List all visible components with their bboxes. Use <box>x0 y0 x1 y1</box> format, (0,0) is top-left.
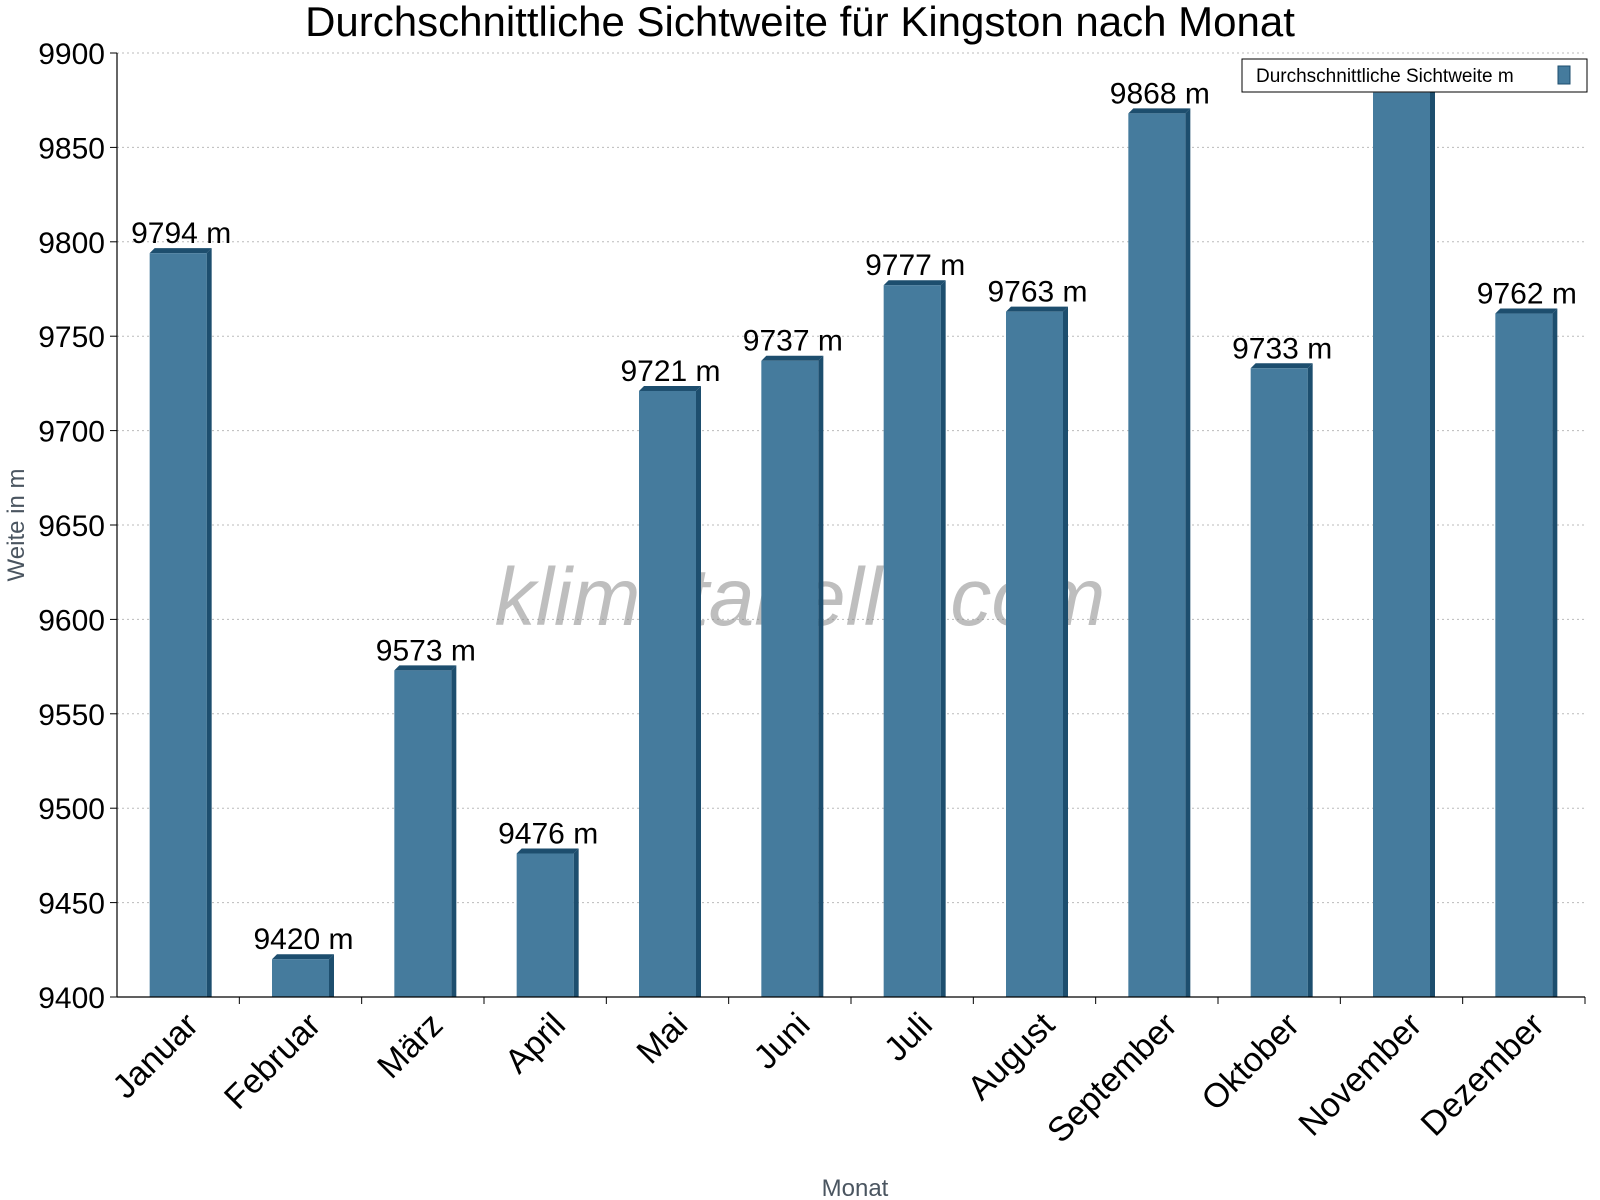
bar-front <box>1495 313 1553 997</box>
bar-side <box>1430 87 1435 997</box>
y-tick-label: 9550 <box>38 699 105 732</box>
bar-side <box>940 280 946 997</box>
y-tick-label: 9850 <box>38 132 105 165</box>
data-label: 9420 m <box>253 923 353 956</box>
x-tick-label: Oktober <box>1194 1006 1306 1118</box>
bar-front <box>883 285 941 997</box>
bar-top <box>883 280 946 286</box>
bar-front <box>639 390 696 997</box>
x-tick-label: September <box>1040 1006 1184 1150</box>
bar <box>639 385 701 997</box>
chart-title: Durchschnittliche Sichtweite für Kingsto… <box>305 0 1295 45</box>
y-tick-label: 9750 <box>38 321 105 354</box>
x-axis-title: Monat <box>822 1175 889 1200</box>
bar-side <box>1063 306 1068 997</box>
data-label: 9476 m <box>498 818 598 851</box>
grid-lines <box>117 52 1585 904</box>
bar <box>516 848 579 997</box>
bar <box>272 954 334 997</box>
bar-top <box>1128 108 1191 114</box>
bar-top <box>639 385 701 391</box>
bar-front <box>272 959 329 997</box>
bar-top <box>1006 306 1068 312</box>
legend-label: Durchschnittliche Sichtweite m <box>1256 66 1514 87</box>
bar-side <box>451 665 457 997</box>
data-label: 9721 m <box>620 355 720 388</box>
bar-front <box>1373 92 1430 997</box>
x-tick-label: März <box>370 1006 450 1086</box>
y-tick-label: 9450 <box>38 888 105 921</box>
data-label: 9573 m <box>376 634 476 667</box>
data-labels: 9794 m 9420 m 9573 m 9476 m 9721 m 9737 m 9777… <box>131 57 1577 957</box>
bar-side <box>206 248 212 998</box>
bar-top <box>761 355 824 361</box>
bar <box>1006 306 1068 997</box>
bar <box>1250 363 1313 997</box>
bar-top <box>272 954 334 960</box>
x-tick-label: Mai <box>630 1006 696 1072</box>
bar-side <box>1552 308 1558 997</box>
bar-top <box>1250 363 1313 369</box>
bar <box>883 280 946 997</box>
data-label: 9737 m <box>743 325 843 358</box>
bar-front <box>1128 113 1186 997</box>
bar-top <box>149 248 212 254</box>
data-label: 9794 m <box>131 217 231 250</box>
x-tick-label: Februar <box>217 1006 328 1117</box>
legend-box <box>1241 58 1588 93</box>
y-tick-label: 9400 <box>38 982 105 1015</box>
bar-side <box>696 385 701 997</box>
bar <box>394 665 457 997</box>
data-label: 9777 m <box>865 249 965 282</box>
bar-top <box>516 848 579 854</box>
bar-side <box>1185 108 1191 997</box>
legend-swatch <box>1557 65 1571 85</box>
x-tick-label: Dezember <box>1414 1006 1552 1144</box>
bar-top <box>1495 308 1558 314</box>
bars <box>149 87 1558 998</box>
bar-front <box>149 253 207 998</box>
y-tick-label: 9900 <box>38 38 105 71</box>
bar-front <box>516 853 574 997</box>
bar-side <box>573 848 579 997</box>
y-tick-label: 9650 <box>38 510 105 543</box>
bar-side <box>329 954 334 997</box>
x-tick-label: November <box>1291 1006 1429 1144</box>
x-tick-label: August <box>960 1005 1062 1107</box>
y-tick-label: 9700 <box>38 416 105 449</box>
bar-front <box>761 360 819 997</box>
data-label: 9733 m <box>1232 332 1332 365</box>
bar <box>761 355 824 997</box>
y-axis-ticks: 9400 9450 9500 9550 9600 9650 9700 9750 9800 9850… <box>38 38 117 1015</box>
bar <box>149 248 212 998</box>
bar-top <box>394 665 457 671</box>
x-tick-label: Januar <box>105 1006 205 1106</box>
bar <box>1128 108 1191 997</box>
y-tick-label: 9600 <box>38 604 105 637</box>
data-label: 9763 m <box>987 276 1087 309</box>
y-tick-label: 9800 <box>38 227 105 260</box>
bar-front <box>1250 368 1308 997</box>
x-tick-label: April <box>498 1006 573 1081</box>
y-axis-title: Weite in m <box>3 469 30 582</box>
x-axis-ticks: Januar Februar März April Mai Juni Juli AugustS… <box>105 997 1586 1150</box>
x-tick-label: Juni <box>747 1006 818 1077</box>
x-tick-label: Juli <box>877 1006 940 1069</box>
bar-side <box>818 355 824 997</box>
data-label: 9762 m <box>1477 278 1577 311</box>
bar-side <box>1307 363 1313 997</box>
bar-front <box>1006 311 1063 997</box>
y-tick-label: 9500 <box>38 793 105 826</box>
bar <box>1373 87 1435 997</box>
bar-front <box>394 670 452 997</box>
legend: Durchschnittliche Sichtweite m <box>1241 58 1588 93</box>
bar <box>1495 308 1558 997</box>
data-label: 9868 m <box>1110 77 1210 110</box>
